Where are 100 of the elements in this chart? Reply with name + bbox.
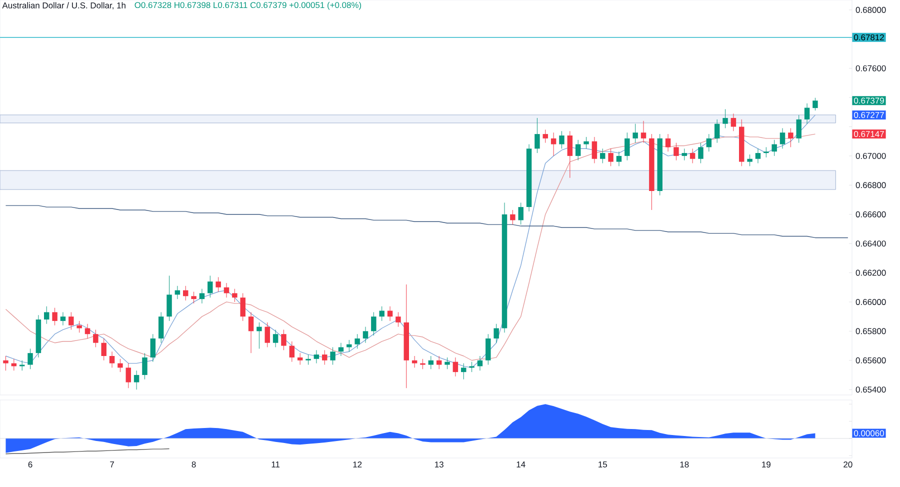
y-tick-label: 0.65600 (856, 357, 886, 364)
candlestick (216, 276, 221, 292)
candlestick (240, 292, 246, 322)
y-tick-label: 0.65400 (856, 386, 886, 393)
text: 0.00060 (854, 430, 884, 436)
x-tick-label: 8 (192, 462, 196, 468)
text: 0.67147 (854, 131, 884, 138)
candlestick (166, 275, 172, 322)
y-tick-label: 0.67600 (856, 65, 886, 72)
candlestick (76, 320, 82, 333)
candlestick (126, 363, 131, 388)
chart-subtitle: O0.67328 H0.67398 L0.67311 C0.67379 +0.00051 (+0.08%) (134, 2, 362, 10)
x-tick-label: 7 (110, 462, 114, 468)
candlestick (559, 130, 564, 149)
candlestick (322, 350, 328, 366)
candlestick (804, 103, 810, 124)
candlestick (101, 338, 106, 361)
candlestick (396, 312, 401, 328)
candlestick (232, 288, 238, 302)
candlestick (616, 151, 622, 166)
x-tick-label: 6 (28, 462, 32, 468)
y-tick-label: 0.68000 (856, 6, 886, 13)
candlestick (796, 114, 802, 144)
candlestick (150, 334, 156, 362)
candlestick (722, 108, 728, 128)
chart-title: Australian Dollar / U.S. Dollar, 1h (2, 2, 126, 10)
candlestick (592, 136, 598, 164)
x-tick-label: 19 (762, 462, 770, 468)
candlestick (314, 350, 320, 364)
candlestick (224, 282, 230, 298)
candlestick (682, 148, 688, 161)
candlestick (674, 142, 679, 161)
x-tick-label: 11 (272, 462, 280, 468)
candlestick (379, 306, 384, 322)
candlestick (632, 124, 638, 144)
candlestick (272, 329, 278, 348)
candlestick (28, 348, 33, 370)
y-tick-label: 0.66200 (856, 270, 886, 276)
candlestick (338, 342, 344, 356)
text: 0.67277 (854, 112, 884, 118)
candlestick (665, 134, 671, 152)
candlestick (690, 148, 696, 164)
candlestick (452, 357, 458, 377)
candlestick (486, 334, 491, 366)
candlestick (142, 352, 148, 380)
candlestick (109, 351, 115, 368)
candlestick (3, 356, 8, 371)
x-tick-label: 13 (435, 462, 444, 468)
candlestick (698, 142, 704, 164)
candlestick (550, 132, 556, 156)
text: 0.67379 (854, 98, 884, 104)
x-tick-label: 12 (353, 462, 362, 468)
candlestick (428, 356, 434, 370)
candlestick (436, 356, 442, 370)
candlestick (346, 340, 352, 352)
candlestick (371, 312, 376, 336)
candlestick (362, 326, 368, 344)
candlestick (772, 140, 777, 156)
candlestick (306, 354, 311, 366)
candlestick (600, 148, 606, 164)
candlestick (730, 113, 736, 132)
x-tick-label: 20 (844, 462, 852, 468)
candlestick (469, 362, 474, 372)
candlestick (420, 358, 426, 370)
candlestick (534, 118, 540, 154)
candlestick (297, 352, 303, 366)
candlestick (281, 329, 286, 350)
candlestick (248, 312, 254, 354)
candlestick (461, 363, 466, 380)
candlestick (567, 130, 573, 178)
candlestick (93, 329, 98, 348)
candlestick (706, 134, 712, 152)
candlestick (494, 324, 499, 344)
candlestick (256, 322, 262, 349)
candlestick (118, 358, 123, 372)
candlestick (714, 119, 720, 144)
candlestick (747, 154, 752, 166)
x-tick-label: 15 (598, 462, 607, 468)
candlestick (624, 132, 630, 161)
y-tick-label: 0.67000 (856, 152, 886, 159)
candlestick (608, 148, 614, 166)
y-tick-label: 0.66800 (856, 182, 886, 188)
candlestick (387, 306, 393, 322)
y-tick-label: 0.65800 (856, 328, 886, 334)
candlestick (780, 128, 786, 149)
candlestick (764, 146, 769, 158)
ref-line-label: 0.67812 (854, 34, 884, 40)
candlestick (158, 312, 164, 344)
candlestick (44, 306, 50, 324)
candlestick (354, 334, 360, 349)
candlestick (60, 312, 66, 326)
candlestick (510, 210, 516, 225)
candlestick (584, 136, 589, 149)
candlestick (812, 98, 818, 111)
candlestick (542, 129, 548, 144)
candlestick (289, 341, 295, 362)
candlestick (518, 202, 524, 225)
candlestick (84, 324, 90, 339)
candlestick (134, 370, 140, 390)
y-tick-label: 0.66400 (856, 240, 886, 247)
